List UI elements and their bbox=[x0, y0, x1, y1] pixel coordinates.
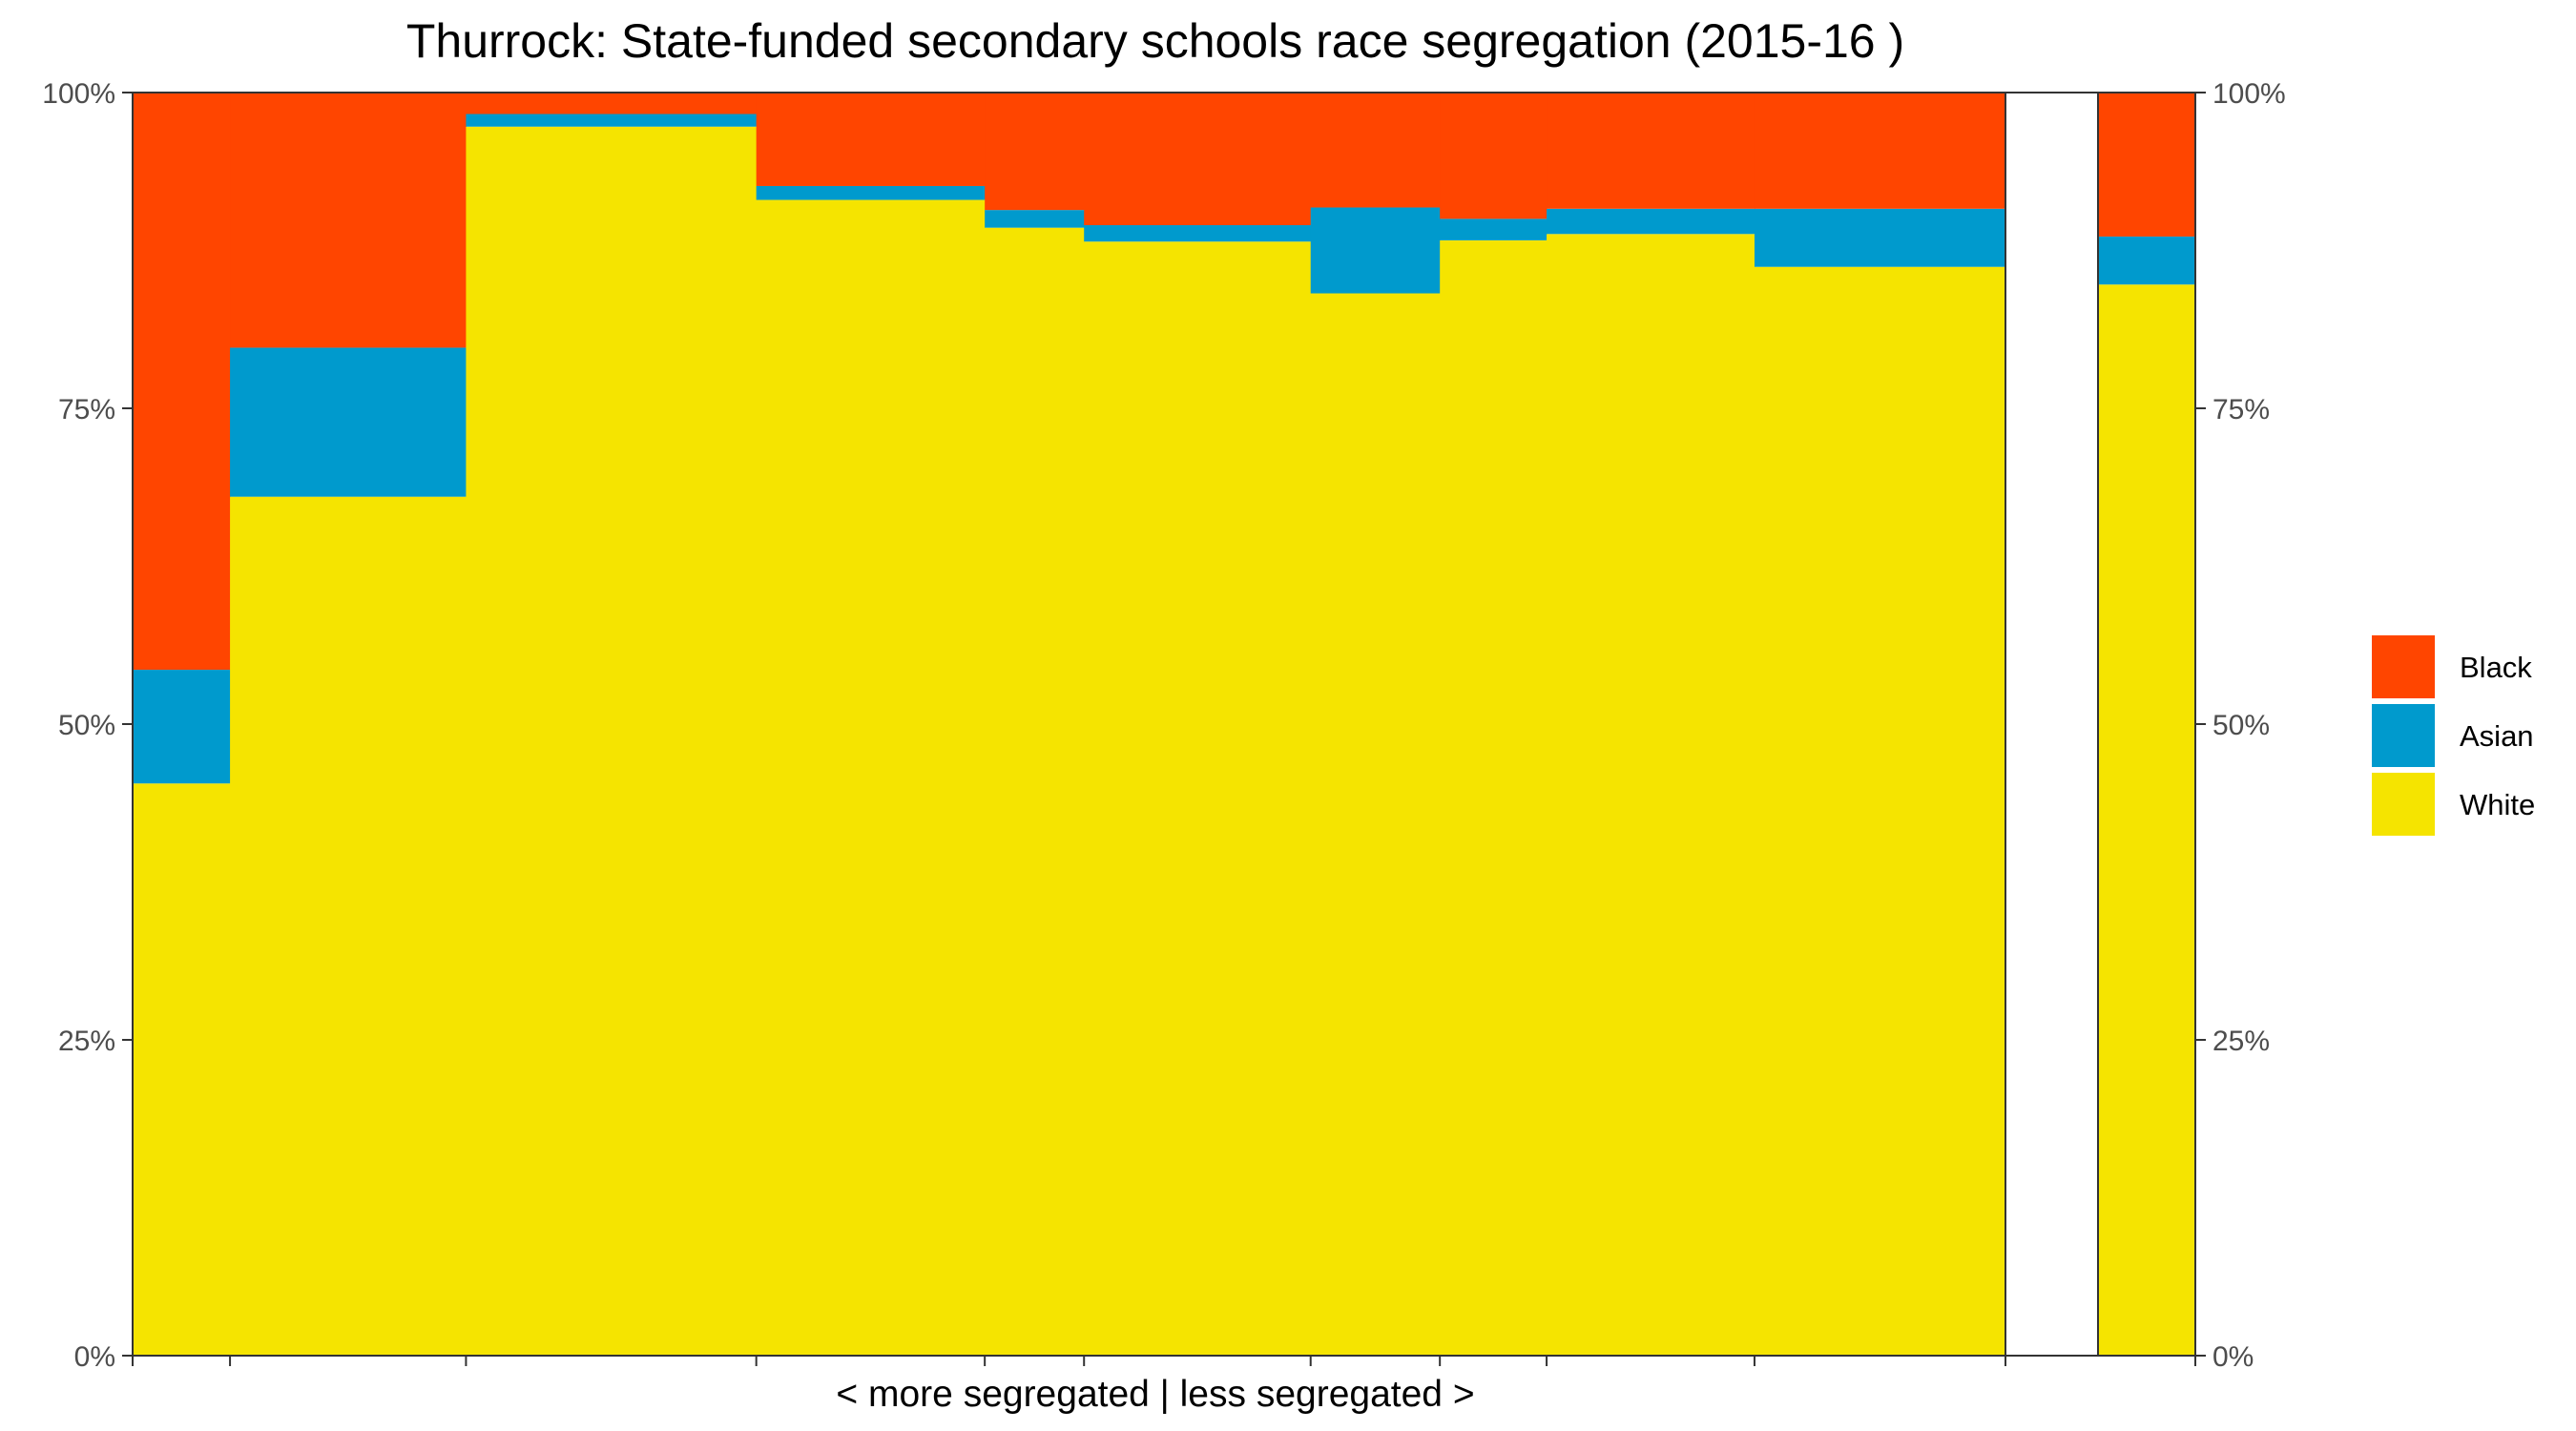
y-tick-label-right: 0% bbox=[2212, 1341, 2254, 1373]
bar-6-white-segment bbox=[1084, 241, 1312, 1357]
y-tick-label-right: 75% bbox=[2212, 394, 2270, 425]
overall-bar-white-segment bbox=[2098, 284, 2195, 1356]
bar-7-black-segment bbox=[1310, 93, 1441, 208]
y-tick-label-left: 75% bbox=[58, 394, 115, 425]
bar-4-asian-segment bbox=[756, 185, 986, 200]
y-axis-left: 0% 25% 50% 75% 100% bbox=[42, 78, 133, 1373]
bar-7-white-segment bbox=[1310, 293, 1441, 1356]
bar-4-white-segment bbox=[756, 199, 986, 1356]
bar-1-asian-segment bbox=[133, 670, 231, 784]
legend-label-black: Black bbox=[2460, 651, 2532, 684]
bar-8-white-segment bbox=[1440, 239, 1548, 1357]
bar-10-black-segment bbox=[1754, 93, 2006, 209]
legend-swatch-white bbox=[2372, 773, 2435, 836]
bar-3-white-segment bbox=[466, 126, 758, 1356]
gap-panel-border bbox=[2005, 92, 2099, 1357]
y-tick-label-right: 100% bbox=[2212, 78, 2286, 110]
bar-10-asian-segment bbox=[1754, 208, 2006, 267]
bar-8-asian-segment bbox=[1440, 218, 1548, 240]
bar-1-black-segment bbox=[133, 93, 231, 671]
bar-3-black-segment bbox=[466, 93, 758, 114]
x-axis bbox=[132, 1356, 2196, 1366]
x-axis-label: < more segregated | less segregated > bbox=[836, 1374, 1474, 1415]
bar-2-black-segment bbox=[230, 93, 467, 348]
bar-7-asian-segment bbox=[1310, 207, 1441, 294]
bar-5-white-segment bbox=[985, 227, 1085, 1357]
bar-5-asian-segment bbox=[985, 210, 1085, 228]
bar-5-black-segment bbox=[985, 93, 1085, 211]
overall-bar-asian-segment bbox=[2098, 236, 2195, 285]
legend-swatch-black bbox=[2372, 635, 2435, 698]
y-tick-label-right: 50% bbox=[2212, 710, 2270, 741]
overall-bar-black-segment bbox=[2098, 93, 2195, 237]
legend-label-asian: Asian bbox=[2460, 719, 2534, 753]
bar-3-asian-segment bbox=[466, 114, 758, 127]
bar-2-white-segment bbox=[230, 496, 467, 1356]
y-tick-label-left: 25% bbox=[58, 1026, 115, 1057]
legend-swatch-asian bbox=[2372, 704, 2435, 767]
plot-area bbox=[132, 92, 2196, 1357]
y-axis-right: 0% 25% 50% 75% 100% bbox=[2195, 78, 2286, 1373]
y-tick-label-right: 25% bbox=[2212, 1026, 2270, 1057]
bar-8-black-segment bbox=[1440, 93, 1548, 219]
bar-9-black-segment bbox=[1547, 93, 1755, 209]
bar-6-asian-segment bbox=[1084, 225, 1312, 242]
bar-1-white-segment bbox=[133, 783, 231, 1356]
bar-2-asian-segment bbox=[230, 347, 467, 497]
bar-4-black-segment bbox=[756, 93, 986, 186]
legend-label-white: White bbox=[2460, 788, 2535, 821]
y-tick-label-left: 0% bbox=[74, 1341, 115, 1373]
bar-9-asian-segment bbox=[1547, 208, 1755, 235]
y-tick-label-left: 100% bbox=[42, 78, 115, 110]
legend: Black Asian White bbox=[2372, 635, 2535, 836]
bar-6-black-segment bbox=[1084, 93, 1312, 226]
bar-9-white-segment bbox=[1547, 234, 1755, 1357]
bar-10-white-segment bbox=[1754, 266, 2006, 1356]
chart-title: Thurrock: State-funded secondary schools… bbox=[406, 14, 1904, 68]
y-tick-label-left: 50% bbox=[58, 710, 115, 741]
